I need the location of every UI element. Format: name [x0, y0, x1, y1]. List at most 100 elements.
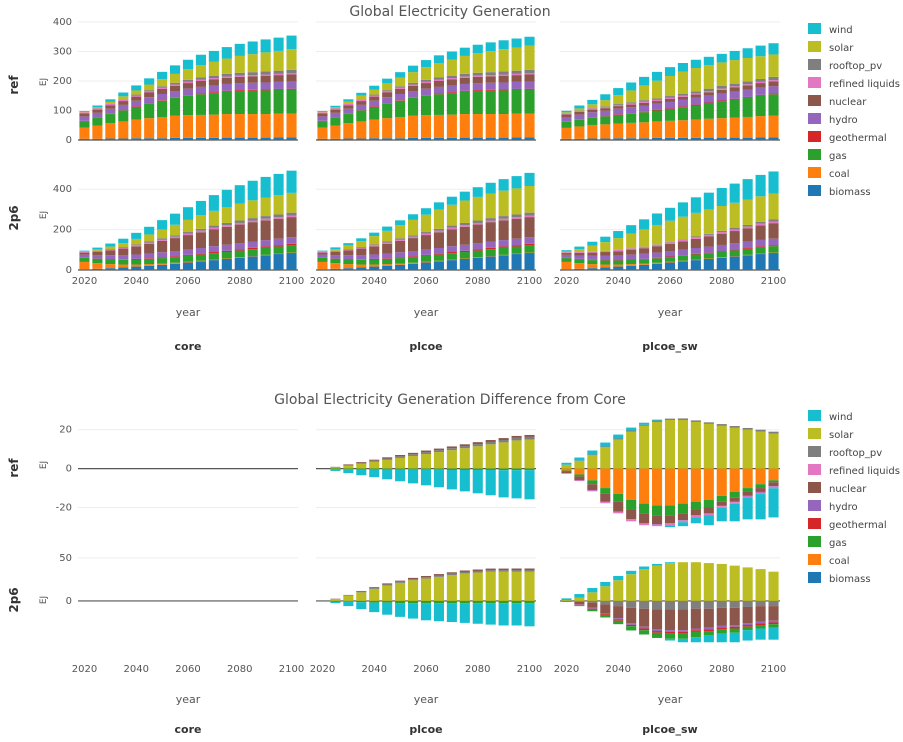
- bar-segment-gas: [420, 600, 432, 604]
- bar-segment-solar: [420, 454, 432, 469]
- bar-segment-refined-liquids: [524, 215, 535, 218]
- column-label: plcoe: [409, 340, 442, 353]
- bar-segment-biomass: [182, 262, 194, 270]
- bar-segment-wind: [524, 172, 535, 187]
- bar-segment-gas: [574, 119, 585, 127]
- bar-segment-biomass: [600, 138, 611, 140]
- bar-segment-coal: [716, 468, 727, 496]
- bar-segment-geothermal: [369, 258, 380, 260]
- bar-segment-solar: [382, 459, 393, 469]
- bar-segment-nuclear: [79, 252, 90, 255]
- bar-segment-refined-liquids: [729, 229, 740, 232]
- bar-segment-gas: [382, 103, 393, 119]
- bar-segment-rooftop_pv: [600, 446, 611, 448]
- bar-segment-biomass: [286, 253, 297, 270]
- bar-segment-biomass: [485, 137, 496, 140]
- bar-segment-rooftop_pv: [485, 570, 496, 572]
- bar-segment-refined-liquids: [221, 225, 232, 227]
- bar-segment-solar: [587, 104, 598, 109]
- bar-segment-gas: [485, 90, 496, 115]
- bar-segment-nuclear: [742, 606, 753, 624]
- bar-segment-geothermal: [768, 622, 779, 625]
- bar-segment-wind: [472, 469, 483, 494]
- bar-segment-hydro: [768, 620, 779, 623]
- bar-segment-geothermal: [639, 628, 650, 631]
- bar-segment-nuclear: [433, 574, 444, 576]
- bar-segment-refined-liquids: [613, 250, 624, 252]
- bar-segment-wind: [574, 105, 585, 109]
- bar-segment-refined-liquids: [511, 73, 522, 76]
- bar-segment-gas: [92, 258, 103, 264]
- bar-segment-hydro: [729, 243, 740, 250]
- bar-segment-geothermal: [587, 608, 598, 610]
- bar-segment-biomass: [105, 268, 116, 270]
- bar-segment-wind: [652, 419, 663, 421]
- bar-segment-rooftop_pv: [395, 581, 406, 583]
- bar-segment-wind: [420, 603, 432, 621]
- bar-segment-rooftop_pv: [652, 420, 663, 422]
- bar-segment-rooftop_pv: [664, 600, 676, 610]
- legend-swatch-geothermal: [808, 518, 821, 529]
- bar-segment-solar: [221, 207, 232, 223]
- bar-segment-nuclear: [652, 101, 663, 104]
- bar-segment-refined-liquids: [600, 502, 611, 504]
- bar-segment-gas: [524, 245, 535, 253]
- bar-segment-coal: [768, 115, 779, 138]
- bar-segment-rooftop_pv: [703, 600, 714, 609]
- bar-segment-rooftop_pv: [170, 235, 181, 237]
- bar-segment-refined-liquids: [652, 244, 663, 247]
- bar-segment-nuclear: [703, 92, 714, 96]
- bar-segment-hydro: [626, 107, 637, 114]
- bar-segment-refined-liquids: [144, 91, 155, 93]
- bar-segment-geothermal: [395, 100, 406, 101]
- bar-segment-nuclear: [561, 114, 572, 117]
- bar-segment-geothermal: [182, 95, 194, 96]
- bar-segment-solar: [356, 95, 367, 100]
- bar-segment-hydro: [420, 88, 432, 96]
- bar-segment-coal: [742, 116, 753, 138]
- bar-segment-nuclear: [485, 76, 496, 83]
- bar-segment-refined-liquids: [600, 106, 611, 109]
- bar-segment-hydro: [742, 89, 753, 97]
- bar-segment-solar: [472, 572, 483, 601]
- bar-segment-geothermal: [369, 106, 380, 107]
- bar-segment-rooftop_pv: [613, 104, 624, 105]
- bar-segment-wind: [247, 41, 258, 55]
- bar-segment-solar: [369, 236, 380, 245]
- bar-segment-refined-liquids: [587, 251, 598, 253]
- bar-segment-biomass: [221, 258, 232, 270]
- column-label: core: [175, 723, 202, 736]
- bar-segment-nuclear: [768, 223, 779, 239]
- bar-segment-refined-liquids: [273, 217, 284, 219]
- bar-segment-solar: [247, 54, 258, 73]
- bar-segment-solar: [664, 75, 676, 97]
- bar-segment-biomass: [716, 257, 727, 270]
- legend-label: hydro: [829, 502, 858, 513]
- bar-segment-solar: [729, 565, 740, 601]
- bar-segment-gas: [472, 600, 483, 604]
- bar-segment-rooftop_pv: [369, 588, 380, 589]
- bar-segment-wind: [511, 603, 522, 626]
- bar-segment-hydro: [613, 511, 624, 512]
- bar-segment-biomass: [144, 138, 155, 140]
- bar-segment-gas: [561, 258, 572, 262]
- bar-segment-coal: [182, 115, 194, 138]
- bar-segment-coal: [369, 119, 380, 139]
- bar-segment-hydro: [664, 523, 676, 524]
- bar-segment-gas: [690, 501, 701, 510]
- bar-segment-hydro: [395, 252, 406, 258]
- bar-segment-wind: [472, 603, 483, 624]
- bar-segment-gas: [639, 112, 650, 123]
- bar-segment-solar: [118, 243, 129, 247]
- bar-segment-nuclear: [317, 252, 328, 255]
- bar-segment-biomass: [652, 137, 663, 140]
- bar-segment-gas: [170, 257, 181, 263]
- bar-segment-refined-liquids: [639, 246, 650, 249]
- bar-segment-refined-liquids: [221, 76, 232, 78]
- bar-segment-geothermal: [664, 108, 676, 110]
- bar-segment-solar: [446, 575, 457, 601]
- bar-segment-wind: [664, 638, 676, 641]
- bar-segment-rooftop_pv: [768, 219, 779, 222]
- row-label: 2p6: [7, 205, 21, 230]
- bar-segment-solar: [742, 199, 753, 225]
